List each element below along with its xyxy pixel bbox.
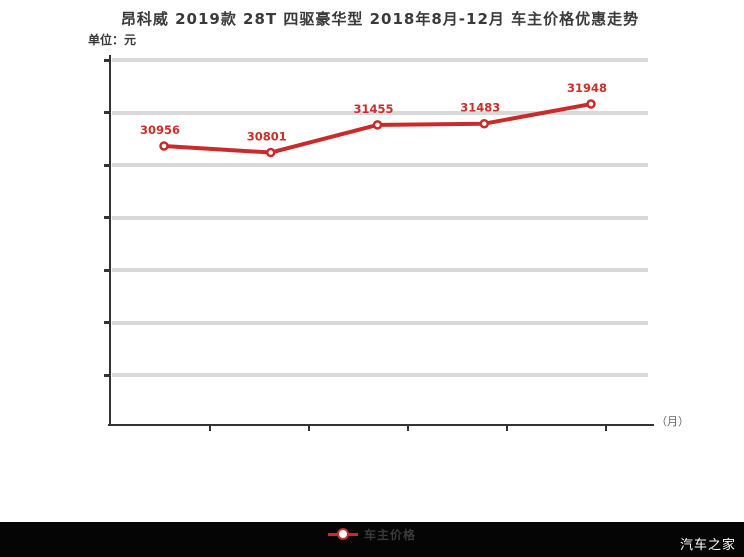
- data-point[interactable]: [479, 118, 489, 129]
- chart-title: 昂科威 2019款 28T 四驱豪华型 2018年8月-12月 车主价格优惠走势: [120, 10, 640, 28]
- y-axis-tick: [104, 111, 110, 114]
- y-axis-line: [109, 55, 111, 426]
- data-point[interactable]: [586, 99, 596, 109]
- y-axis-tick: [104, 321, 110, 324]
- data-point-value-label: 31455: [353, 102, 393, 116]
- autohome-watermark: 汽车之家: [679, 538, 736, 553]
- data-point-value-label: 30956: [140, 123, 180, 137]
- data-point-value-label: 31483: [460, 101, 500, 115]
- x-axis-line: [108, 424, 654, 426]
- data-point-value-label: 30801: [247, 130, 287, 144]
- gridline: [112, 110, 648, 115]
- y-axis-tick: [104, 163, 110, 167]
- gridline: [112, 320, 648, 325]
- gridline: [112, 373, 648, 377]
- x-axis-tick: [506, 426, 508, 431]
- y-axis-tick: [104, 268, 110, 272]
- y-axis-tick: [104, 216, 110, 219]
- x-axis-tick: [209, 426, 211, 431]
- gridline: [112, 215, 648, 220]
- y-axis-unit-label: 单位：元: [88, 33, 137, 47]
- data-point[interactable]: [372, 120, 383, 130]
- data-point[interactable]: [159, 141, 169, 151]
- x-axis-tick: [407, 426, 409, 431]
- y-axis-tick: [104, 58, 110, 62]
- x-axis-tick: [605, 426, 607, 431]
- chart-legend[interactable]: 车主价格: [0, 525, 744, 543]
- y-axis-tick: [104, 373, 110, 377]
- data-point-value-label: 31948: [567, 81, 607, 95]
- data-point[interactable]: [266, 147, 276, 158]
- footer-bar: 车主价格 汽车之家: [0, 522, 744, 557]
- plot-area: （月） 30956 30801 31455 31483 31948: [0, 0, 744, 460]
- price-trend-line-chart[interactable]: 30956 30801 31455 31483 31948: [0, 0, 744, 460]
- gridline: [112, 58, 648, 62]
- x-axis-tick: [308, 426, 310, 431]
- legend-line-dot-icon: [327, 528, 358, 540]
- gridline: [112, 163, 648, 167]
- legend-series-label: 车主价格: [363, 527, 416, 542]
- gridline: [112, 268, 648, 272]
- x-axis-unit-label: （月）: [656, 415, 689, 428]
